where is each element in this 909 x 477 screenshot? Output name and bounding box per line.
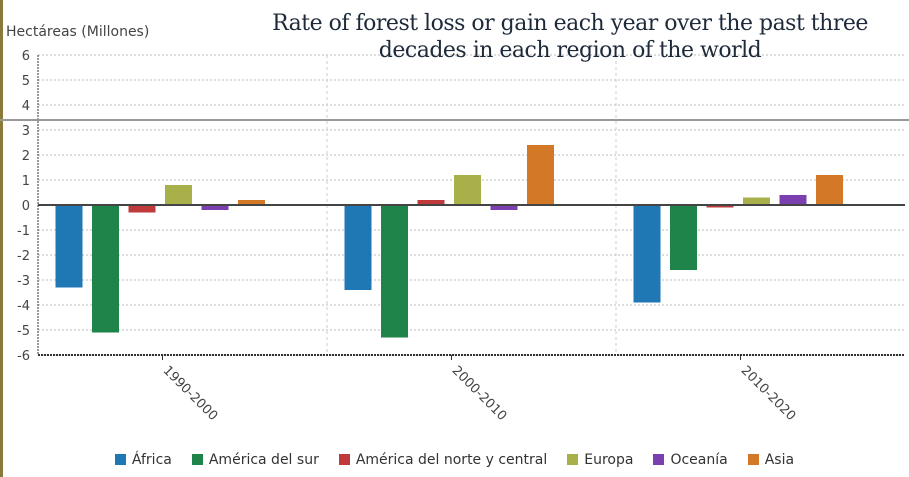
legend-label: Asia	[764, 452, 795, 468]
bar-américa-del-sur	[92, 205, 119, 333]
x-tick-label: 2010-2020	[738, 363, 799, 424]
legend-label: África	[131, 452, 172, 468]
y-tick-label: 2	[22, 149, 30, 164]
legend-swatch	[114, 454, 126, 465]
y-tick-label: 0	[22, 199, 30, 214]
bar-oceanía	[490, 205, 518, 210]
y-tick-label: 6	[22, 49, 30, 64]
x-tick-label: 2000-2010	[449, 363, 510, 424]
y-tick-label: -1	[17, 224, 30, 239]
legend-item: América del norte y central	[338, 452, 548, 468]
y-tick-label: 5	[22, 74, 30, 89]
legend-label: América del sur	[208, 452, 319, 468]
legend-label: América del norte y central	[355, 452, 548, 468]
bar-américa-del-norte-y-central	[706, 205, 734, 208]
y-tick-label: -2	[17, 249, 30, 264]
legend-label: Oceanía	[670, 452, 728, 468]
legend-swatch	[747, 454, 759, 465]
legend-swatch	[567, 454, 579, 465]
y-tick-label: -4	[17, 299, 30, 314]
y-tick-label: -6	[17, 349, 30, 364]
bar-asia	[527, 145, 554, 205]
legend-item: América del sur	[191, 452, 319, 468]
bar-asia	[238, 200, 265, 205]
bar-américa-del-norte-y-central	[417, 200, 445, 205]
bar-américa-del-sur	[381, 205, 408, 338]
bar-áfrica	[344, 205, 372, 290]
bar-américa-del-sur	[670, 205, 697, 270]
bar-europa	[454, 175, 481, 205]
chart-title: Rate of forest loss or gain each year ov…	[272, 11, 868, 63]
bar-oceanía	[779, 195, 807, 205]
legend-label: Europa	[584, 452, 634, 468]
legend-swatch	[191, 454, 203, 465]
legend-swatch	[653, 454, 665, 465]
y-tick-label: 4	[22, 99, 30, 114]
bar-asia	[816, 175, 843, 205]
y-tick-label: -5	[17, 324, 30, 339]
y-tick-label: 3	[22, 124, 30, 139]
bar-europa	[165, 185, 192, 205]
legend-item: Europa	[567, 452, 633, 468]
legend-swatch	[338, 454, 350, 465]
bar-europa	[743, 197, 770, 205]
x-tick-label: 1990-2000	[160, 363, 221, 424]
legend-item: África	[114, 452, 172, 468]
slide-border	[0, 0, 3, 477]
bar-américa-del-norte-y-central	[128, 205, 156, 213]
legend-item: Oceanía	[653, 452, 728, 468]
y-tick-label: 1	[22, 174, 30, 189]
y-tick-label: -3	[17, 274, 30, 289]
legend-item: Asia	[747, 452, 795, 468]
y-axis-label: Hectáreas (Millones)	[6, 24, 150, 40]
legend: África América del sur América del norte y…	[0, 452, 909, 468]
bar-áfrica	[633, 205, 661, 303]
bar-áfrica	[55, 205, 83, 288]
bar-oceanía	[201, 205, 229, 210]
